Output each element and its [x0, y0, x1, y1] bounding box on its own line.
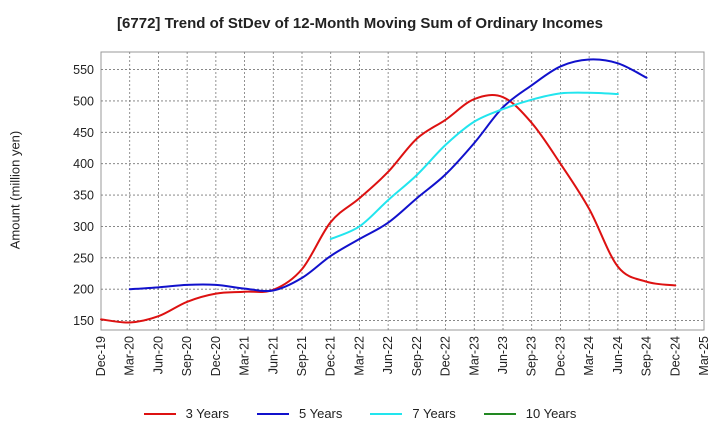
x-tick-label: Dec-21 — [324, 336, 338, 376]
y-tick-label: 550 — [73, 63, 94, 77]
chart-legend: 3 Years 5 Years 7 Years 10 Years — [0, 406, 720, 421]
x-tick-label: Dec-20 — [209, 336, 223, 376]
legend-swatch — [257, 412, 289, 415]
y-axis-ticks: 150 200 250 300 350 400 450 500 550 — [73, 63, 94, 328]
y-tick-label: 250 — [73, 251, 94, 265]
x-axis-ticks: Dec-19 Mar-20 Jun-20 Sep-20 Dec-20 Mar-21 Jun-… — [94, 336, 711, 376]
series-line-3-years — [100, 94, 677, 324]
x-tick-label: Mar-21 — [238, 336, 252, 376]
series-line-5-years — [128, 58, 648, 293]
grid-lines — [101, 52, 704, 330]
x-tick-label: Mar-22 — [352, 336, 366, 376]
x-tick-label: Dec-24 — [668, 336, 682, 376]
x-tick-label: Sep-21 — [295, 336, 309, 376]
y-tick-label: 150 — [73, 314, 94, 328]
legend-item: 3 Years — [143, 406, 229, 421]
legend-item: 5 Years — [257, 406, 342, 421]
series-line-7-years — [329, 91, 619, 241]
x-tick-label: Mar-25 — [697, 336, 711, 376]
x-tick-label: Sep-22 — [410, 336, 424, 376]
y-tick-label: 350 — [73, 189, 94, 203]
x-tick-label: Jun-22 — [381, 336, 395, 374]
series-lines — [100, 58, 677, 324]
y-tick-label: 450 — [73, 126, 94, 140]
x-tick-label: Sep-23 — [525, 336, 539, 376]
x-tick-label: Sep-24 — [640, 336, 654, 376]
x-tick-label: Mar-24 — [582, 336, 596, 376]
legend-item: 7 Years — [370, 406, 456, 421]
legend-item: 10 Years — [483, 406, 577, 421]
x-tick-label: Dec-23 — [553, 336, 567, 376]
x-tick-label: Dec-22 — [439, 336, 453, 376]
legend-swatch — [370, 412, 403, 415]
legend-label: 5 Years — [299, 406, 343, 421]
x-tick-label: Dec-19 — [94, 336, 108, 376]
legend-label: 3 Years — [185, 406, 229, 421]
x-tick-label: Jun-21 — [266, 336, 280, 374]
x-tick-label: Jun-23 — [496, 336, 510, 374]
x-tick-label: Sep-20 — [180, 336, 194, 376]
y-tick-label: 300 — [73, 220, 94, 234]
x-tick-label: Jun-20 — [151, 336, 165, 374]
legend-swatch — [483, 412, 516, 415]
x-tick-label: Mar-23 — [467, 336, 481, 376]
y-tick-label: 200 — [73, 283, 94, 297]
legend-label: 10 Years — [525, 406, 577, 421]
legend-swatch — [143, 412, 176, 415]
x-tick-label: Jun-24 — [611, 336, 625, 374]
y-tick-label: 500 — [73, 94, 94, 108]
chart-title: [6772] Trend of StDev of 12-Month Moving… — [117, 15, 603, 32]
x-tick-label: Mar-20 — [123, 336, 137, 376]
y-tick-label: 400 — [73, 157, 94, 171]
legend-label: 7 Years — [412, 406, 456, 421]
